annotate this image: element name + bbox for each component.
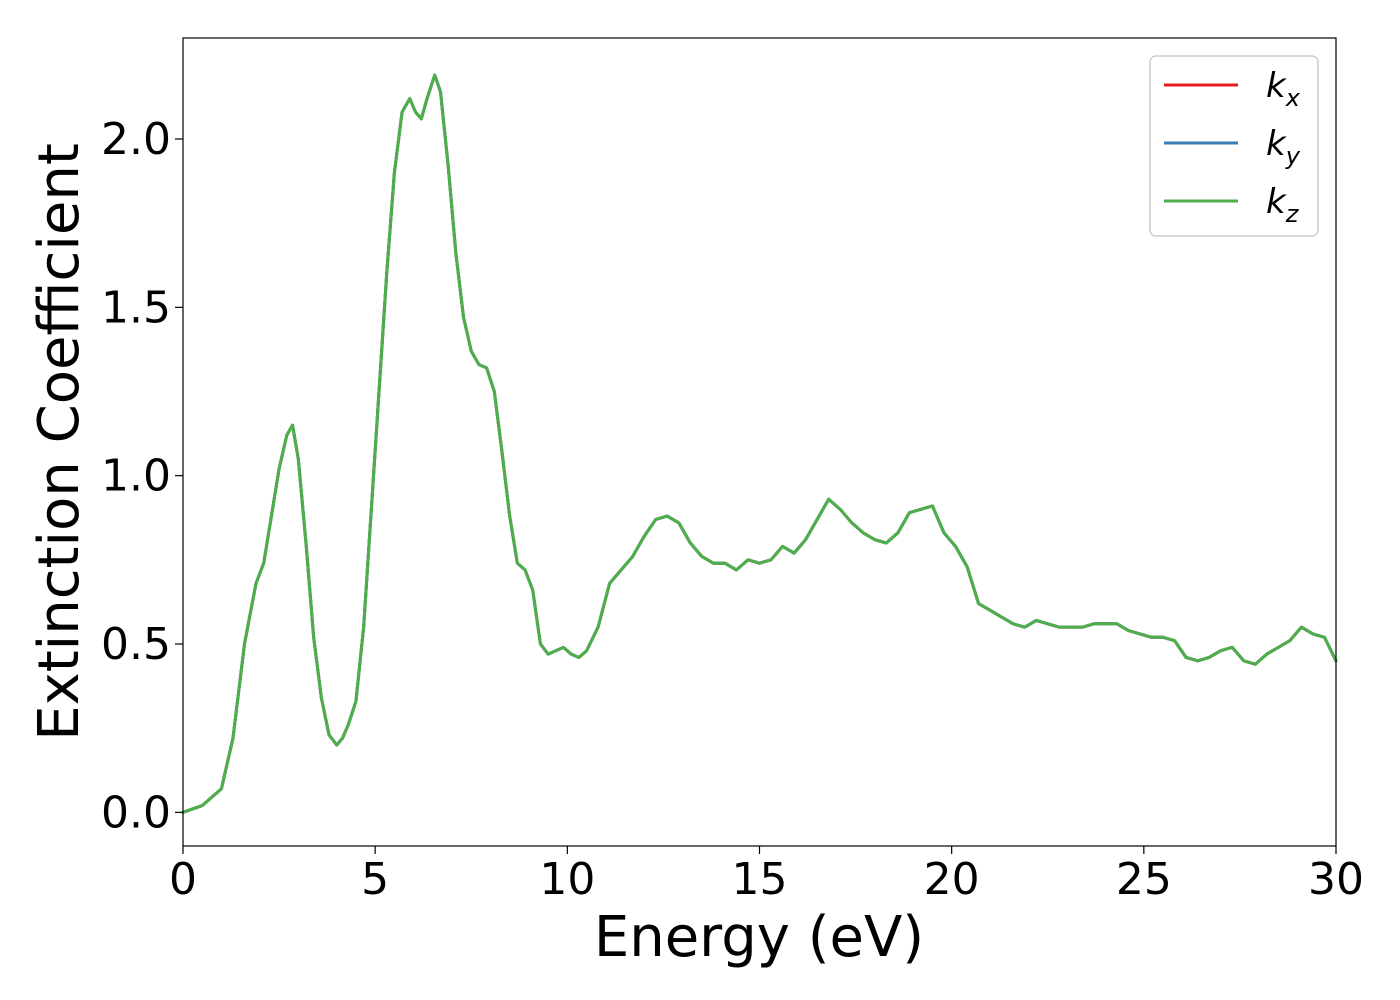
y-axis: 0.0 0.5 1.0 1.5 2.0	[101, 114, 183, 838]
y-tick-label: 0.5	[101, 619, 171, 670]
legend-label-k-z: kz	[1266, 182, 1300, 228]
legend-label-k-y: ky	[1266, 124, 1301, 170]
x-tick-label: 10	[539, 854, 595, 905]
y-tick-label: 1.5	[101, 282, 171, 333]
x-tick-label: 20	[924, 854, 980, 905]
x-tick-label: 15	[732, 854, 788, 905]
y-tick-label: 2.0	[101, 114, 171, 165]
legend-box	[1149, 55, 1319, 237]
y-tick-label: 0.0	[101, 787, 171, 838]
x-tick-label: 5	[361, 854, 389, 905]
legend: kx ky kz	[1149, 55, 1319, 237]
x-tick-label: 25	[1116, 854, 1172, 905]
legend-label-k-x: kx	[1266, 66, 1301, 112]
x-tick-label: 0	[169, 854, 197, 905]
y-tick-label: 1.0	[101, 451, 171, 502]
x-axis: 0 5 10 15 20 25 30	[169, 846, 1364, 905]
x-tick-label: 30	[1308, 854, 1364, 905]
series-line-k-z	[181, 73, 1338, 814]
y-axis-label: Extinction Coefficient	[27, 143, 92, 741]
series-layer	[181, 73, 1338, 814]
x-axis-label: Energy (eV)	[594, 905, 924, 970]
